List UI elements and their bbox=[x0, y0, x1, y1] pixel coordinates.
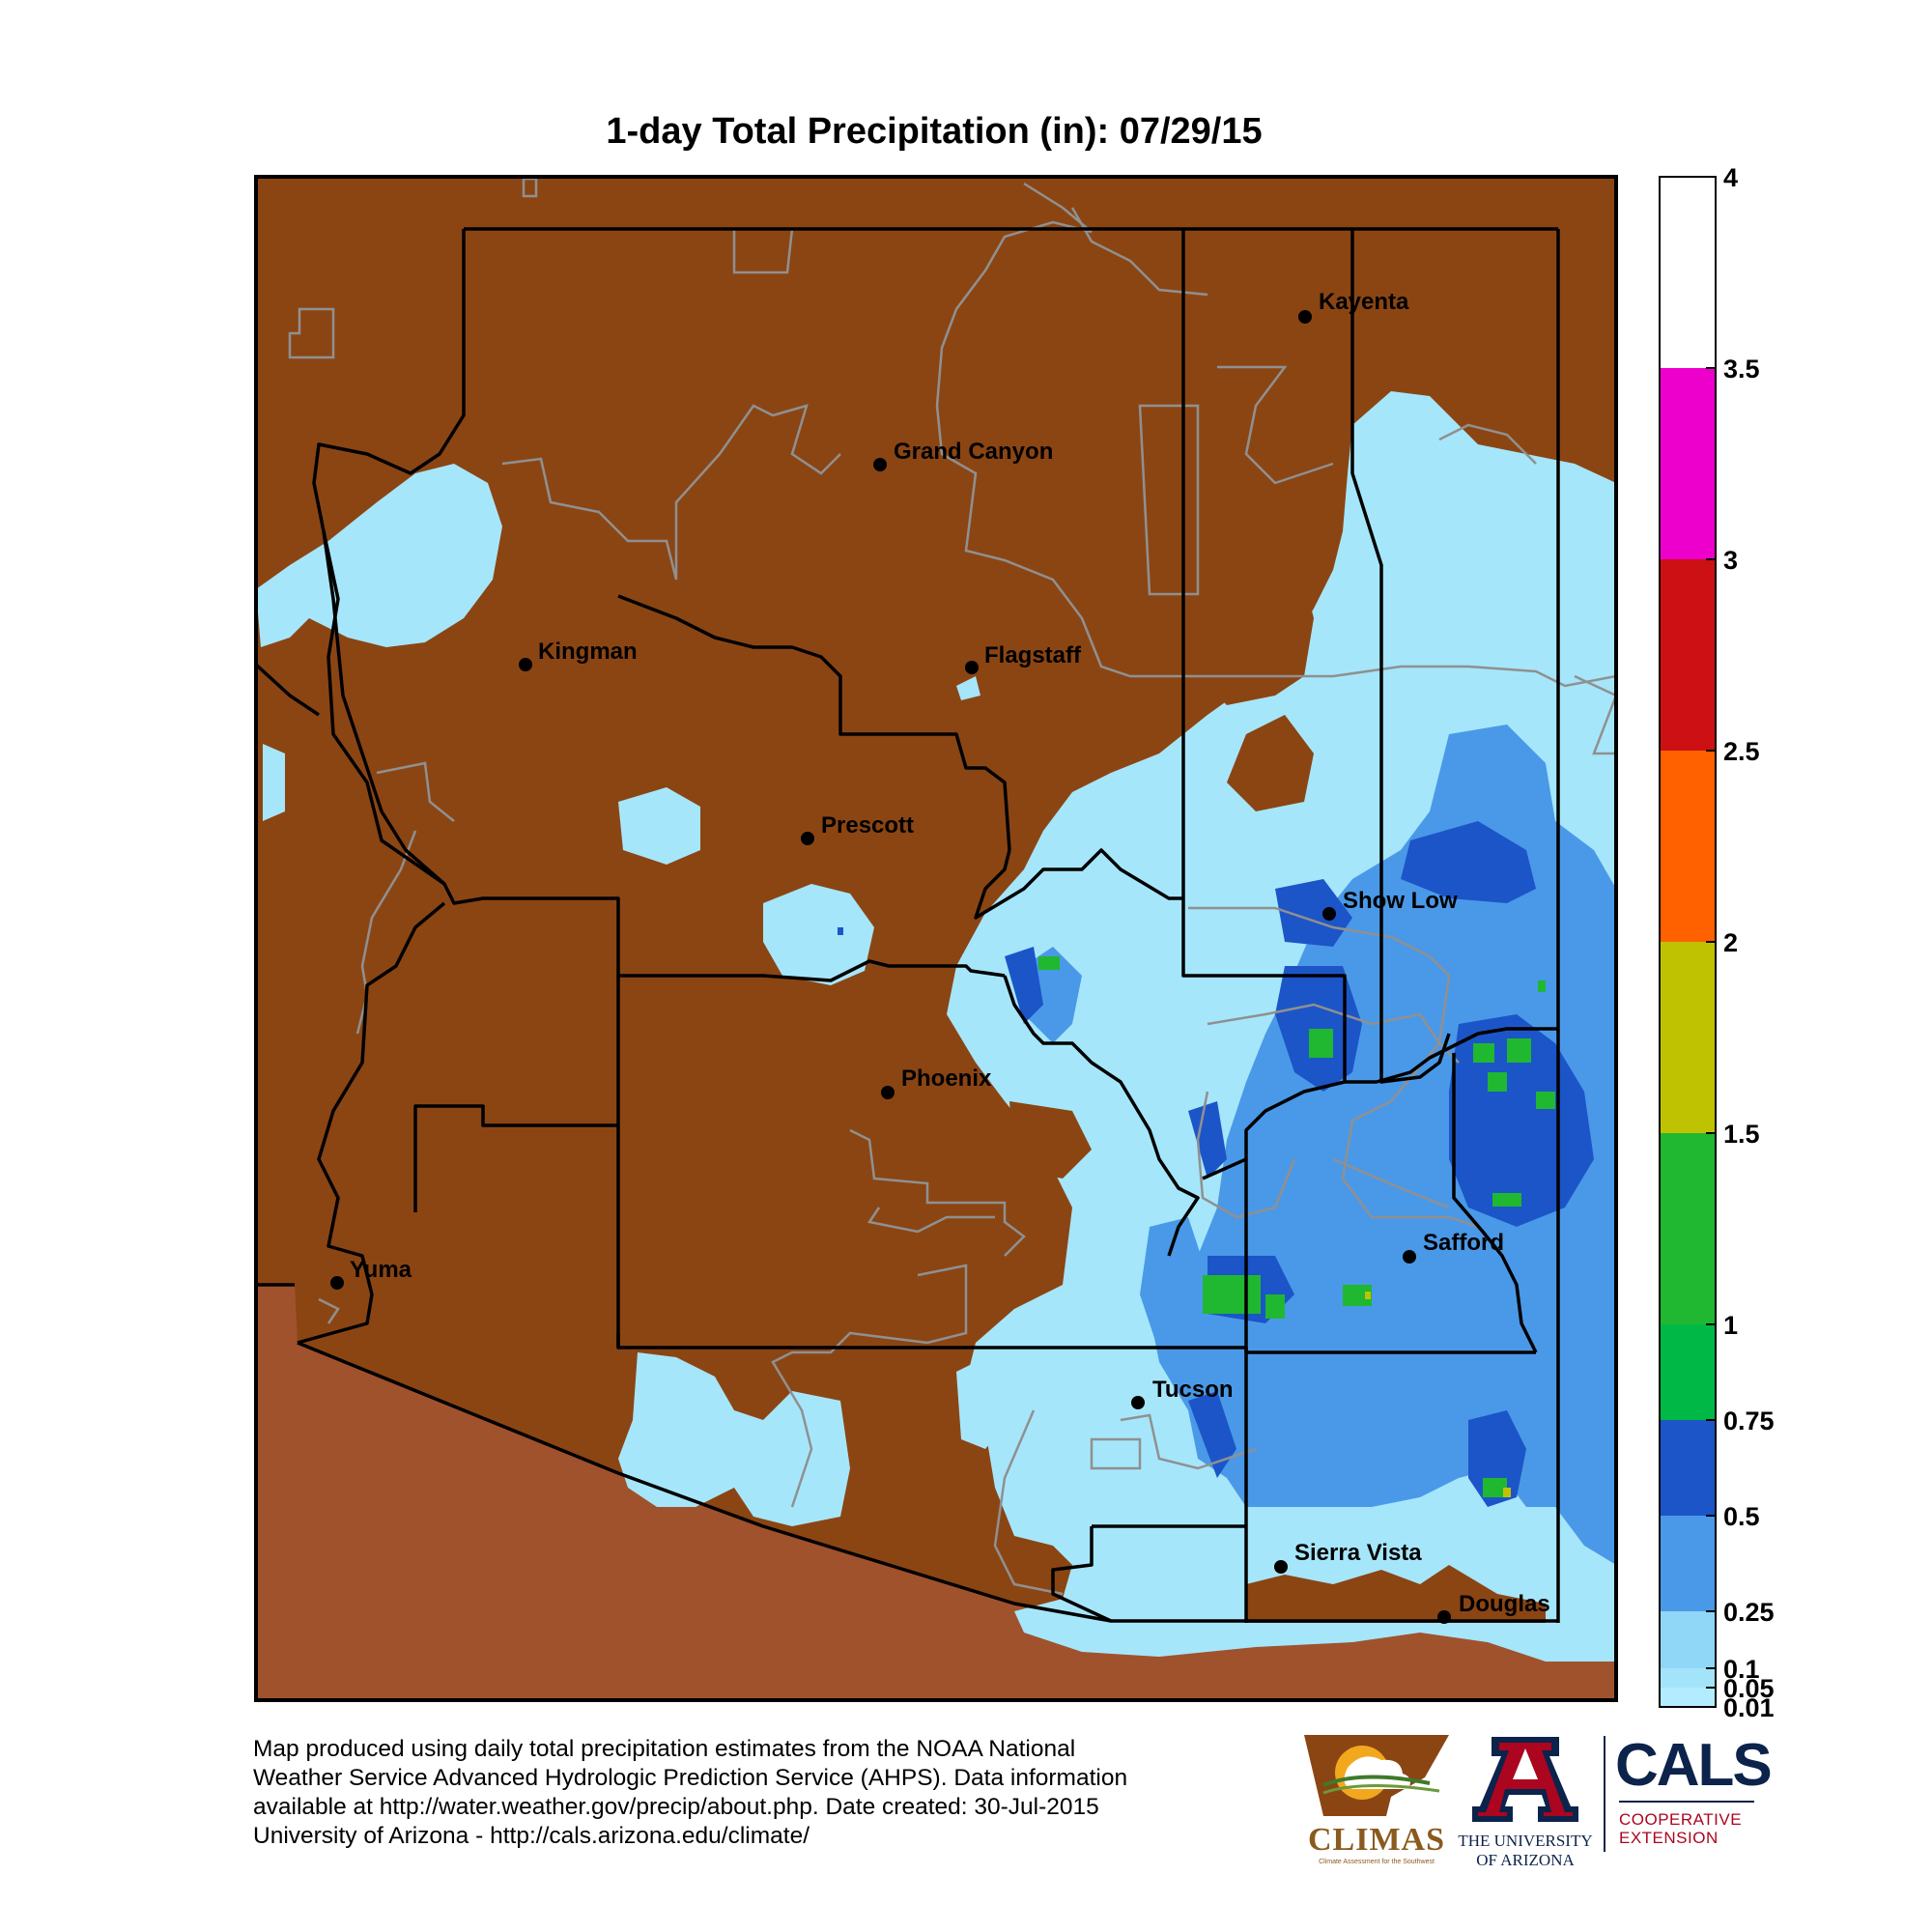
city-markers bbox=[330, 310, 1451, 1624]
ua-wordmark-line1: THE UNIVERSITY bbox=[1458, 1832, 1593, 1850]
climas-logo: CLIMAS Climate Assessment for the Southw… bbox=[1294, 1729, 1459, 1874]
city-dot-phoenix bbox=[881, 1086, 895, 1099]
colorbar-bin bbox=[1660, 1516, 1716, 1611]
city-label: Flagstaff bbox=[984, 642, 1082, 668]
footer-line: Weather Service Advanced Hydrologic Pred… bbox=[253, 1765, 1128, 1791]
footer-attribution: Map produced using daily total precipita… bbox=[253, 1735, 1296, 1851]
map-frame bbox=[254, 175, 1618, 1702]
climas-tagline: Climate Assessment for the Southwest bbox=[1319, 1859, 1435, 1865]
cals-rule bbox=[1619, 1801, 1754, 1803]
city-label: Show Low bbox=[1343, 888, 1458, 914]
colorbar-bin bbox=[1660, 942, 1716, 1133]
footer-line: University of Arizona - http://cals.ariz… bbox=[253, 1823, 810, 1849]
colorbar-tick-label: 0.75 bbox=[1723, 1406, 1775, 1435]
colorbar-bin bbox=[1660, 1611, 1716, 1668]
logo-divider bbox=[1604, 1736, 1605, 1852]
county-boundaries bbox=[256, 227, 1560, 1623]
colorbar-bin bbox=[1660, 751, 1716, 942]
ua-wordmark-line2: OF ARIZONA bbox=[1476, 1851, 1575, 1869]
colorbar-bin bbox=[1660, 177, 1716, 368]
colorbar-tick-label: 1 bbox=[1723, 1311, 1738, 1340]
footer-line: Map produced using daily total precipita… bbox=[253, 1736, 1076, 1762]
cals-wordmark: CALS bbox=[1615, 1732, 1773, 1799]
colorbar-bin bbox=[1660, 1324, 1716, 1420]
city-dot-kingman bbox=[519, 658, 532, 671]
precip-layer-medium bbox=[1024, 724, 1616, 1565]
city-label: Douglas bbox=[1459, 1591, 1550, 1617]
mexico-region bbox=[256, 1285, 1616, 1700]
city-label: Kayenta bbox=[1319, 289, 1409, 315]
city-label: Sierra Vista bbox=[1294, 1540, 1422, 1566]
climas-emblem-icon bbox=[1304, 1735, 1449, 1816]
colorbar-bin bbox=[1660, 1420, 1716, 1516]
colorbar-tick-label: 0.05 bbox=[1723, 1674, 1775, 1703]
city-dot-douglas bbox=[1437, 1610, 1451, 1624]
colorbar-bin bbox=[1660, 1133, 1716, 1324]
colorbar bbox=[1659, 176, 1717, 1708]
city-dot-flagstaff bbox=[965, 661, 979, 674]
colorbar-tick-label: 2.5 bbox=[1723, 737, 1760, 766]
colorbar-tick-label: 1.5 bbox=[1723, 1120, 1760, 1149]
colorbar-tick-label: 0.1 bbox=[1723, 1655, 1760, 1684]
city-label: Yuma bbox=[350, 1257, 412, 1283]
university-of-arizona-logo: THE UNIVERSITY OF ARIZONA bbox=[1457, 1729, 1594, 1874]
footer-line: available at http://water.weather.gov/pr… bbox=[253, 1794, 1099, 1820]
colorbar-tick-label: 2 bbox=[1723, 928, 1738, 957]
colorbar-tick-label: 3.5 bbox=[1723, 355, 1760, 384]
city-dot-tucson bbox=[1131, 1396, 1145, 1409]
precip-layer-very-intense bbox=[1365, 1292, 1511, 1497]
city-dot-grand-canyon bbox=[873, 458, 887, 471]
precip-layer-intense bbox=[1038, 956, 1555, 1497]
map-title: 1-day Total Precipitation (in): 07/29/15 bbox=[606, 111, 1263, 152]
city-label: Grand Canyon bbox=[894, 439, 1053, 465]
cals-logo: CALS COOPERATIVE EXTENSION bbox=[1615, 1729, 1773, 1874]
cals-sub-line1: COOPERATIVE bbox=[1619, 1810, 1743, 1829]
city-dot-sierra-vista bbox=[1274, 1560, 1288, 1574]
block-a-icon bbox=[1472, 1737, 1578, 1822]
colorbar-ticks: 4 3.5 3 2.5 2 1.5 1 0.75 0.5 0.25 0.10.050.01 bbox=[1723, 163, 1775, 1722]
colorbar-tick-label: 0.5 bbox=[1723, 1502, 1760, 1531]
city-dot-yuma bbox=[330, 1276, 344, 1290]
city-label: Prescott bbox=[821, 812, 914, 838]
colorbar-tick-label: 3 bbox=[1723, 546, 1738, 575]
city-labels: Kayenta Grand Canyon Kingman Flagstaff P… bbox=[350, 289, 1550, 1617]
city-label: Safford bbox=[1423, 1230, 1504, 1256]
city-dot-prescott bbox=[801, 832, 814, 845]
city-label: Kingman bbox=[538, 639, 638, 665]
city-label: Tucson bbox=[1152, 1377, 1234, 1403]
colorbar-bin bbox=[1660, 559, 1716, 751]
city-dot-kayenta bbox=[1298, 310, 1312, 324]
dry-pockets bbox=[1009, 522, 1546, 1623]
colorbar-bin bbox=[1660, 1668, 1716, 1688]
city-dot-safford bbox=[1403, 1250, 1416, 1264]
colorbar-tick-label: 4 bbox=[1723, 163, 1738, 192]
climas-wordmark: CLIMAS bbox=[1307, 1822, 1446, 1858]
colorbar-bin bbox=[1660, 1688, 1716, 1707]
cals-sub-line2: EXTENSION bbox=[1619, 1829, 1719, 1847]
colorbar-tick-label: 0.25 bbox=[1723, 1598, 1775, 1627]
colorbar-tick-label: 0.01 bbox=[1723, 1693, 1775, 1722]
city-label: Phoenix bbox=[901, 1065, 992, 1092]
colorbar-bin bbox=[1660, 368, 1716, 559]
city-dot-show-low bbox=[1322, 907, 1336, 921]
